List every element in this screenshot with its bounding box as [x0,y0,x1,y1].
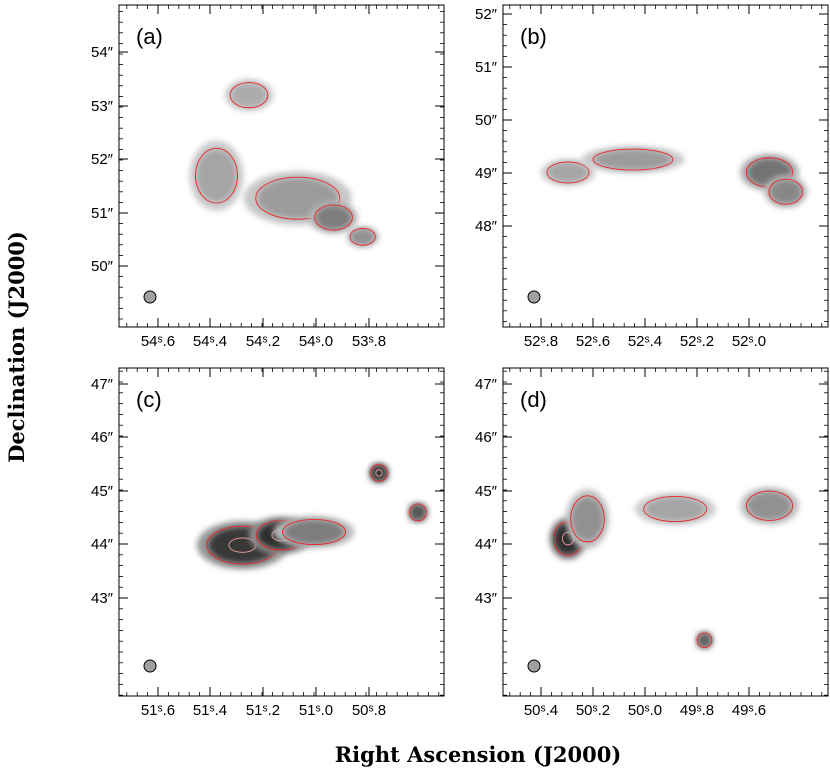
y-tick-label: 45″ [475,483,498,500]
panel-c: 51ˢ.6 51ˢ.4 51ˢ.2 51ˢ.0 50ˢ.8 43″ 44″ 45″ 46″ 47″… [91,367,445,719]
y-tick-label: 44″ [475,536,498,553]
panel-a: 54ˢ.6 54ˢ.4 54ˢ.2 54ˢ.0 53ˢ.8 50″ 51″ 52″ 53″ 54″… [91,4,445,350]
x-tick-label: 54ˢ.2 [246,333,280,350]
x-tick-label: 49ˢ.8 [680,702,714,719]
x-tick-label: 54ˢ.0 [299,333,333,350]
emission-blob [571,496,604,541]
panel-background [119,5,444,327]
panel-label: (a) [136,24,163,49]
panel-label: (c) [136,387,162,412]
x-tick-label: 52ˢ.6 [576,333,610,350]
emission-blob [315,205,352,230]
x-tick-label: 51ˢ.2 [246,702,280,719]
x-tick-label: 54ˢ.6 [141,333,175,350]
beam-icon [143,290,157,304]
emission-blob [231,83,267,108]
y-tick-label: 48″ [475,218,498,235]
emission-blob [697,633,712,648]
emission-blob [548,162,588,183]
contour-line [696,632,713,649]
emission-blob [196,149,237,202]
emission-blob [284,520,344,544]
contour-line [643,495,708,523]
minor-ticks [119,368,444,696]
x-tick-label: 51ˢ.0 [299,702,333,719]
beam-icon [527,290,541,304]
emission-blob [747,491,792,520]
x-tick-label: 50ˢ.4 [524,702,558,719]
x-tick-label: 50ˢ.2 [576,702,610,719]
x-tick-label: 49ˢ.6 [732,702,766,719]
panel-d: 50ˢ.4 50ˢ.2 50ˢ.0 49ˢ.8 49ˢ.6 43″ 44″ 45″ 46″ 47″… [475,367,829,719]
contour-line [370,464,388,482]
x-tick-label: 50ˢ.8 [352,702,386,719]
y-tick-label: 46″ [91,429,114,446]
panel-b: 52ˢ.8 52ˢ.6 52ˢ.4 52ˢ.2 52ˢ.0 48″ 49″ 50″ 51″ 52″… [475,4,829,350]
y-tick-label: 53″ [91,98,114,115]
panel-frame [118,367,445,697]
x-tick-label: 51ˢ.4 [193,702,227,719]
x-tick-label: 52ˢ.0 [732,333,766,350]
contour-line [255,176,341,220]
x-tick-label: 52ˢ.8 [524,333,558,350]
contour-line [745,490,794,521]
x-tick-label: 53ˢ.8 [352,333,386,350]
panel-label: (d) [520,387,547,412]
y-tick-label: 50″ [91,258,114,275]
y-tick-label: 45″ [91,483,114,500]
y-tick-label: 51″ [91,205,114,222]
x-tick-label: 52ˢ.2 [680,333,714,350]
contour-line [570,495,605,543]
y-tick-label: 47″ [475,376,498,393]
contour-line [768,178,804,205]
contour-line [229,82,269,109]
beam-icon [143,659,157,673]
y-tick-label: 51″ [475,59,498,76]
emission-map [541,146,808,208]
emission-blob [410,504,426,521]
x-tick-label: 50ˢ.0 [628,702,662,719]
y-tick-label: 43″ [475,590,498,607]
y-tick-label: 52″ [91,151,114,168]
contour-line [409,503,427,522]
x-tick-label: 52ˢ.4 [628,333,662,350]
y-tick-label: 54″ [91,44,114,61]
contour-line-inner [375,469,383,477]
y-tick-label: 50″ [475,112,498,129]
emission-blob [645,497,706,522]
contour-line [546,161,590,184]
emission-blob [371,464,387,481]
x-tick-label: 51ˢ.6 [141,702,175,719]
y-tick-label: 49″ [475,165,498,182]
y-axis-title: Declination (J2000) [4,231,29,463]
y-tick-label: 46″ [475,429,498,446]
contour-line [314,204,353,231]
beam-icon [527,659,541,673]
x-tick-label: 54ˢ.4 [193,333,227,350]
emission-blob [769,179,802,204]
emission-map [189,78,379,248]
y-tick-label: 44″ [91,536,114,553]
contour-line [592,148,674,171]
emission-blob [595,149,671,170]
y-tick-label: 52″ [475,6,498,23]
emission-map [196,462,429,570]
y-tick-label: 43″ [91,590,114,607]
contour-line [195,147,238,204]
minor-ticks [119,5,444,327]
emission-map [549,486,800,650]
x-axis-title: Right Ascension (J2000) [335,742,622,767]
contour-line [282,518,346,546]
emission-blob [350,228,375,245]
y-tick-label: 47″ [91,376,114,393]
panel-label: (b) [520,24,547,49]
panel-frame [118,4,445,328]
contour-line [349,227,376,246]
